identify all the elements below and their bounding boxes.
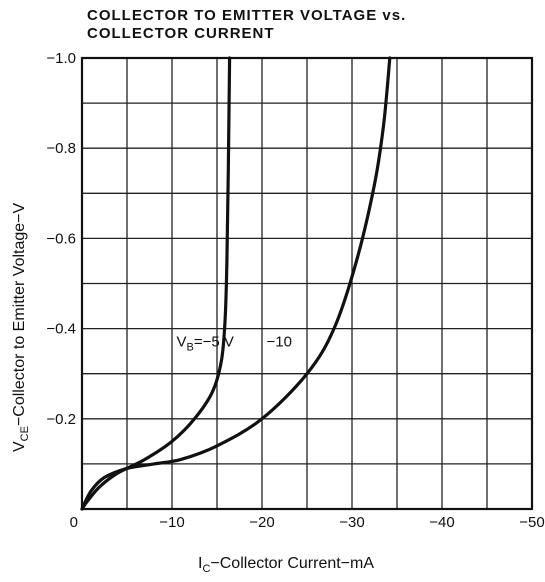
plot-frame — [80, 56, 534, 511]
grid — [82, 58, 532, 509]
y-tick-label: −0.2 — [46, 411, 76, 428]
x-tick-label: −20 — [249, 514, 274, 531]
y-tick-label: −0.8 — [46, 140, 76, 157]
y-tick-label: −1.0 — [46, 50, 76, 67]
series-curves — [80, 56, 392, 511]
x-tick-label: −50 — [519, 514, 544, 531]
annotation-vb-5: VB=−5 V — [177, 334, 234, 354]
x-tick-label: −10 — [159, 514, 184, 531]
x-tick-label: −30 — [339, 514, 364, 531]
chart-title-line2: COLLECTOR CURRENT — [87, 25, 275, 42]
y-axis-label: VCE−Collector to Emitter Voltage−V — [11, 202, 31, 452]
x-tick-label: 0 — [70, 514, 78, 531]
tick-labels: 0 −10 −20 −30 −40 −50 −0.2 −0.4 −0.6 −0.8 −1.0 — [46, 50, 544, 531]
chart-title-line1: COLLECTOR TO EMITTER VOLTAGE vs. — [87, 7, 406, 24]
series-line-vb-5 — [80, 56, 232, 511]
annotation-vb-10: −10 — [267, 334, 292, 351]
y-tick-label: −0.4 — [46, 321, 76, 338]
series-line-vb-10 — [80, 56, 392, 511]
x-axis-label: IC−Collector Current−mA — [198, 555, 374, 575]
y-tick-label: −0.6 — [46, 230, 76, 247]
x-tick-label: −40 — [429, 514, 454, 531]
